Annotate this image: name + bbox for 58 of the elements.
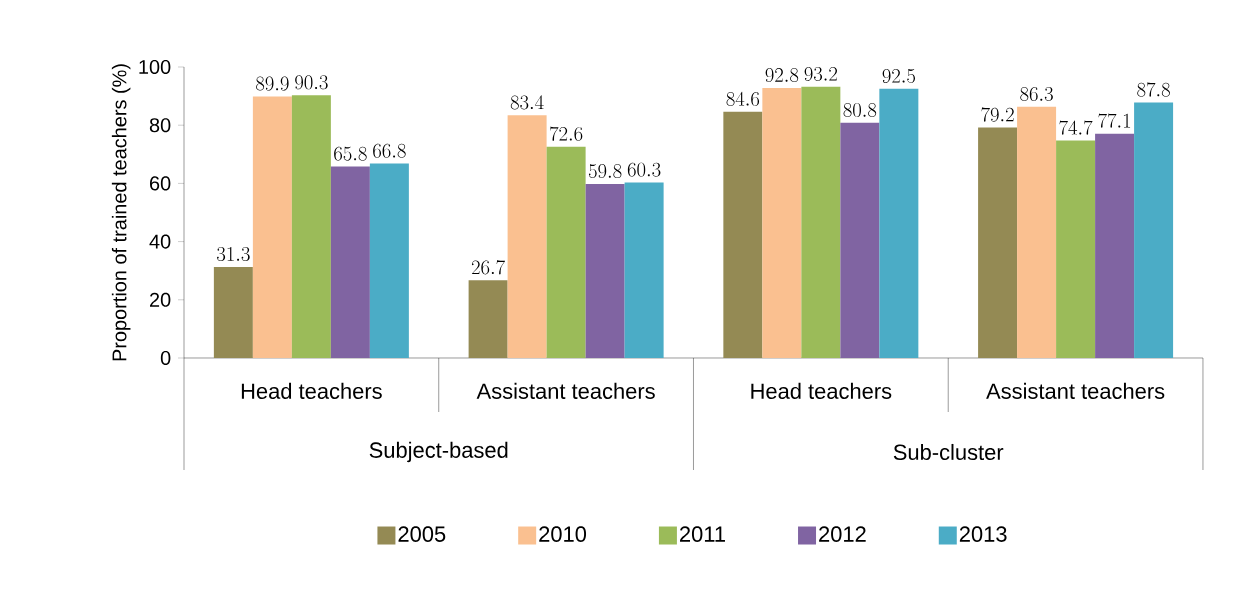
bar xyxy=(1134,102,1174,358)
x-tick-label: Assistant teachers xyxy=(986,382,1165,399)
y-tick-label: 100 xyxy=(139,59,171,75)
bar xyxy=(1095,133,1135,358)
data-label: 72.6 xyxy=(550,126,583,141)
y-tick-label: 20 xyxy=(150,292,171,307)
data-label: 59.8 xyxy=(588,164,622,179)
data-label: 77. 1 xyxy=(1098,113,1131,128)
bar xyxy=(879,88,919,358)
bar xyxy=(801,86,841,358)
bar xyxy=(1017,106,1057,358)
data-label: 60.3 xyxy=(627,162,661,177)
data-label: 86.3 xyxy=(1020,87,1053,101)
data-label: 31 .3 xyxy=(217,247,250,262)
data-label: 89.9 xyxy=(256,76,289,91)
data-label: 83.4 xyxy=(510,95,544,110)
data-label: 93.2 xyxy=(804,66,838,81)
data-label: 80.8 xyxy=(843,103,877,117)
data-label: 66.8 xyxy=(373,143,406,158)
y-axis-title: Proportion of trained teachers (%) xyxy=(111,64,131,361)
x-tick-label: Head teachers xyxy=(751,382,892,399)
data-label: 65.8 xyxy=(334,146,367,161)
y-tick-label: 0 xyxy=(160,350,171,366)
bar xyxy=(507,115,547,358)
bar xyxy=(468,280,508,358)
legend-label: 2005 xyxy=(398,526,446,542)
bar xyxy=(723,111,763,358)
data-label: 74.7 xyxy=(1059,120,1093,135)
bar xyxy=(978,127,1018,358)
bar xyxy=(369,163,409,358)
text: Subject-based xyxy=(369,441,508,463)
bar xyxy=(762,87,802,358)
bar xyxy=(330,166,370,358)
y-tick-label: 40 xyxy=(149,234,171,249)
bar xyxy=(252,96,292,358)
y-tick-label: 80 xyxy=(149,118,171,133)
data-label: 84.6 xyxy=(726,91,760,106)
data-label: 26.7 xyxy=(471,260,505,275)
bar xyxy=(213,266,253,358)
legend-label: 2011 xyxy=(680,526,725,542)
data-label: 79.2 xyxy=(981,107,1014,122)
data-label: 92.8 xyxy=(765,68,799,83)
x-tick-label: Assistant teachers xyxy=(476,382,655,399)
data-label: 87.8 xyxy=(1137,82,1170,97)
text: Sub-cluster xyxy=(893,443,1004,461)
data-label: 90.3 xyxy=(295,75,328,90)
data-label: 92.5 xyxy=(882,68,916,83)
legend-label: 2013 xyxy=(959,526,1007,542)
legend-label: 2012 xyxy=(819,526,866,542)
bar xyxy=(840,122,880,358)
bar xyxy=(291,95,331,358)
bar xyxy=(1056,140,1096,358)
x-tick-label: Head teachers xyxy=(241,382,382,399)
y-tick-label: 60 xyxy=(150,176,171,191)
bar xyxy=(546,146,586,358)
bar xyxy=(624,182,664,358)
legend-label: 2010 xyxy=(539,526,587,542)
bar xyxy=(585,183,625,358)
